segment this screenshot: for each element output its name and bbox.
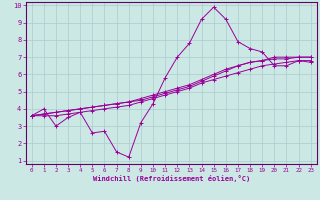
X-axis label: Windchill (Refroidissement éolien,°C): Windchill (Refroidissement éolien,°C) — [92, 175, 250, 182]
